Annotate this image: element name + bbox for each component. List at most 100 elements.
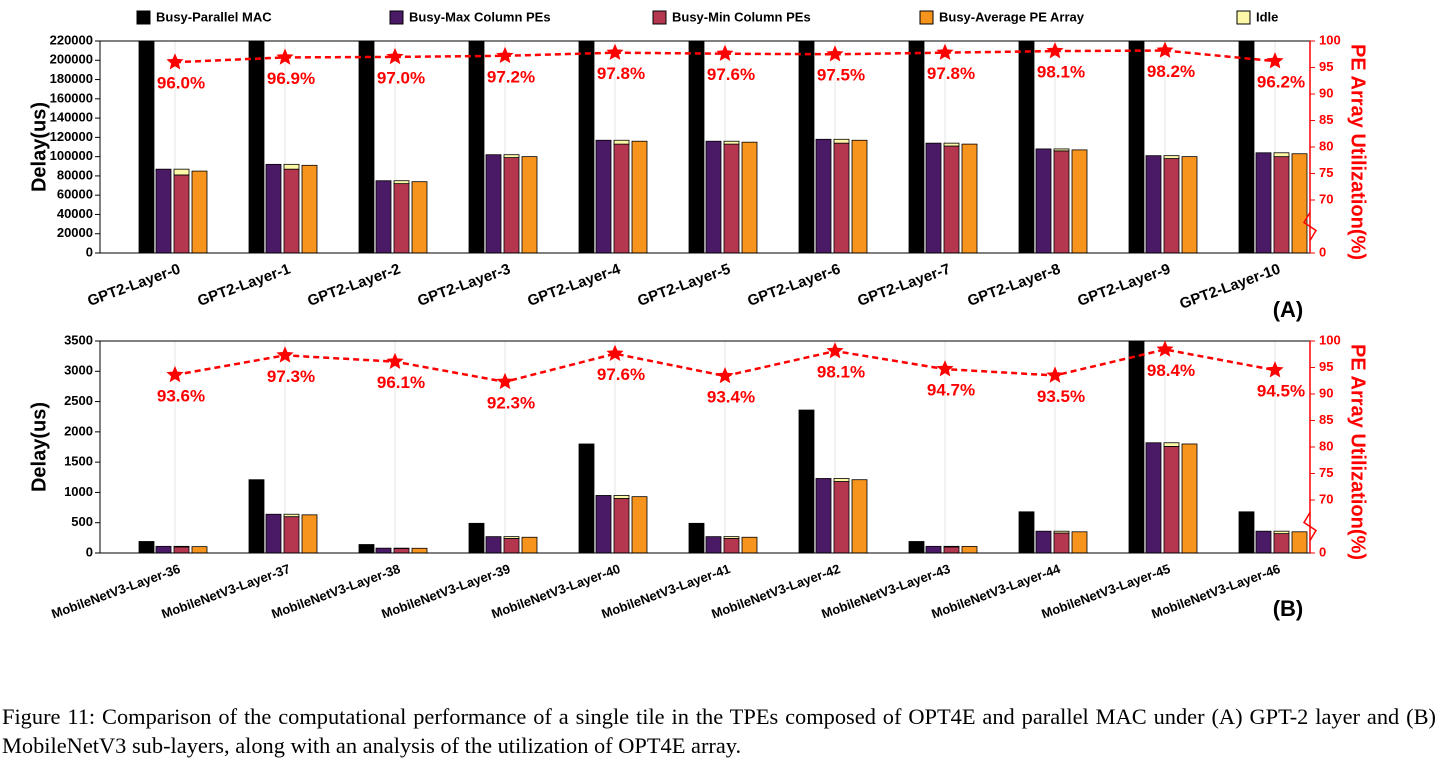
y-tick-label: 500 — [71, 514, 93, 529]
marker — [1046, 366, 1064, 383]
value-label: 98.2% — [1147, 62, 1195, 81]
bar — [851, 479, 868, 553]
bar — [283, 168, 300, 253]
marker — [1266, 52, 1284, 69]
bar — [741, 536, 758, 553]
y2-axis-title: PE Array Utilization(%) — [1347, 344, 1369, 560]
y-tick-label: 100000 — [50, 148, 93, 163]
bar — [138, 541, 155, 553]
bar — [155, 545, 172, 553]
value-label: 93.5% — [1037, 387, 1085, 406]
caption: Figure 11: Comparison of the computation… — [2, 704, 1436, 758]
bar — [1053, 530, 1070, 534]
marker — [166, 365, 184, 383]
marker — [496, 372, 514, 390]
bar — [393, 180, 410, 185]
bar — [173, 168, 190, 176]
legend-swatch — [652, 10, 667, 25]
bar — [1145, 442, 1162, 553]
y2-tick-label: 75 — [1319, 465, 1333, 480]
bar — [393, 548, 410, 553]
bar — [578, 443, 595, 553]
marker — [826, 45, 844, 62]
bar — [1145, 155, 1162, 253]
bar — [1035, 148, 1052, 253]
bar — [411, 181, 428, 253]
y2-tick-label: 85 — [1319, 412, 1333, 427]
bar — [358, 544, 375, 553]
bar — [468, 522, 485, 553]
value-label: 92.3% — [487, 393, 535, 412]
y2-tick-label: 80 — [1319, 438, 1333, 453]
bar — [375, 547, 392, 553]
bar — [1181, 156, 1198, 253]
bar — [943, 545, 960, 548]
value-label: 96.0% — [157, 74, 205, 93]
bar — [833, 142, 850, 253]
bar — [723, 140, 740, 145]
y2-tick-label: 80 — [1319, 138, 1333, 153]
bar — [798, 409, 815, 553]
bar — [191, 170, 208, 253]
marker — [716, 44, 734, 61]
bar — [1273, 152, 1290, 158]
panel-label: (B) — [1273, 596, 1304, 621]
bar — [613, 495, 630, 499]
bars — [138, 341, 1308, 553]
y-tick-label: 3500 — [64, 332, 93, 347]
bar — [1071, 531, 1088, 553]
value-label: 98.4% — [1147, 361, 1195, 380]
bar — [301, 164, 318, 253]
x-tick-label: GPT2-Layer-9 — [1075, 261, 1172, 310]
y2-axis-title: PE Array Utilization(%) — [1347, 44, 1369, 260]
legend-swatch — [136, 10, 151, 25]
value-label: 93.4% — [707, 387, 755, 406]
bar — [851, 139, 868, 253]
value-label: 94.7% — [927, 381, 975, 400]
y2-tick-label: 70 — [1319, 191, 1333, 206]
x-tick-label: GPT2-Layer-10 — [1177, 261, 1282, 313]
bar — [1053, 532, 1070, 553]
y-tick-label: 60000 — [57, 187, 93, 202]
marker — [386, 47, 404, 65]
marker — [936, 360, 954, 377]
bar — [485, 154, 502, 253]
bar — [705, 140, 722, 253]
bar — [1273, 530, 1290, 535]
bar — [613, 143, 630, 253]
y-tick-label: 3000 — [64, 363, 93, 378]
bar — [468, 41, 485, 253]
marker — [166, 53, 184, 70]
bar — [1273, 156, 1290, 253]
bar — [705, 536, 722, 553]
x-tick-label: GPT2-Layer-2 — [305, 261, 402, 310]
y-tick-label: 2500 — [64, 393, 93, 408]
bar — [1291, 531, 1308, 553]
x-tick-label: GPT2-Layer-1 — [195, 261, 292, 310]
x-tick-label: GPT2-Layer-6 — [745, 261, 842, 310]
bar — [485, 536, 502, 553]
marker — [496, 46, 514, 64]
value-label: 97.0% — [377, 68, 425, 87]
bar — [688, 522, 705, 553]
bar — [265, 163, 282, 253]
y2-tick-label: 90 — [1319, 85, 1333, 100]
x-tick-label: GPT2-Layer-7 — [855, 261, 952, 310]
legend-label: Busy-Parallel MAC — [156, 9, 272, 24]
bar — [815, 478, 832, 553]
y2-tick-label: 100 — [1319, 332, 1341, 347]
bar — [741, 141, 758, 253]
marker — [276, 346, 294, 363]
bar — [578, 41, 595, 253]
y-tick-label: 2000 — [64, 423, 93, 438]
legend-label: Busy-Max Column PEs — [409, 9, 551, 24]
value-label: 97.5% — [817, 66, 865, 85]
bar — [1018, 41, 1035, 253]
bar — [925, 142, 942, 253]
bar — [301, 514, 318, 553]
y2-tick-label: 85 — [1319, 112, 1333, 127]
bar — [961, 143, 978, 253]
bar — [908, 541, 925, 553]
bar — [631, 140, 648, 253]
marker — [606, 43, 624, 60]
